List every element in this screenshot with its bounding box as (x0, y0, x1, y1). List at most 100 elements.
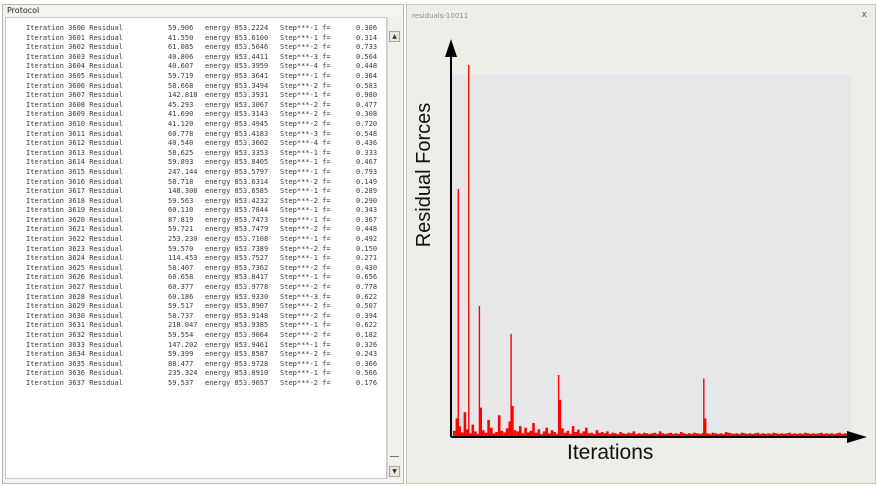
log-cell-step: Step***-4 f= (280, 62, 331, 71)
log-cell-f: 0.507 (356, 302, 378, 311)
log-cell-iter: Iteration 3629 Residual (26, 302, 123, 311)
log-cell-res: 247.144 (168, 167, 198, 176)
series-bar (540, 433, 543, 437)
log-cell-energy: energy 853.9778 (205, 283, 269, 292)
series-bar (487, 419, 490, 437)
series-bar (503, 432, 506, 438)
log-cell-iter: Iteration 3626 Residual (26, 273, 123, 282)
series-bar (460, 432, 464, 438)
series-bar (793, 433, 797, 437)
vertical-scrollbar[interactable]: ▲ ▼ (387, 17, 401, 479)
log-cell-energy: energy 853.7527 (205, 254, 269, 263)
log-cell-step: Step***-2 f= (280, 331, 331, 339)
log-cell-f: 0.778 (356, 283, 378, 292)
series-bar (619, 432, 622, 437)
series-bar (458, 426, 461, 437)
log-cell-step: Step***-3 f= (280, 292, 331, 301)
scroll-up-button[interactable]: ▲ (389, 31, 400, 42)
scroll-split-handle[interactable] (390, 456, 399, 465)
series-bar (513, 430, 517, 437)
series-bar (756, 432, 760, 437)
log-cell-step: Step***-1 f= (280, 167, 331, 176)
series-bar (738, 433, 741, 437)
series-bar (841, 433, 844, 437)
series-bar (693, 432, 696, 437)
log-cell-iter: Iteration 3604 Residual (26, 62, 123, 71)
log-cell-energy: energy 853.5046 (205, 43, 269, 52)
log-cell-res: 58.407 (168, 263, 194, 272)
log-cell-step: Step***-2 f= (280, 378, 331, 387)
series-bar (796, 433, 799, 437)
series-bar (806, 433, 810, 437)
log-cell-res: 58.718 (168, 177, 194, 186)
log-cell-step: Step***-3 f= (280, 52, 331, 61)
log-cell-iter: Iteration 3603 Residual (26, 52, 123, 61)
log-cell-iter: Iteration 3637 Residual (26, 378, 123, 387)
series-bar (526, 432, 530, 438)
plot-window-title: residuals-10011 (412, 12, 469, 20)
series-bar (627, 432, 630, 437)
series-bar (798, 433, 802, 437)
log-cell-f: 0.980 (356, 91, 378, 100)
series-bar (825, 433, 828, 437)
log-cell-energy: energy 853.7362 (205, 263, 269, 272)
log-cell-iter: Iteration 3621 Residual (26, 225, 123, 234)
log-cell-energy: energy 853.9330 (205, 292, 269, 301)
log-cell-iter: Iteration 3617 Residual (26, 187, 123, 196)
series-bar (629, 433, 633, 437)
log-cell-step: Step***-2 f= (280, 311, 331, 320)
series-bar (592, 433, 596, 437)
log-cell-energy: energy 853.7473 (205, 215, 269, 224)
log-cell-iter: Iteration 3610 Residual (26, 119, 123, 128)
log-cell-res: 60.658 (168, 273, 194, 282)
series-bar (558, 399, 562, 437)
log-cell-f: 0.367 (356, 215, 378, 224)
log-cell-step: Step***-1 f= (280, 71, 331, 80)
log-cell-energy: energy 853.6585 (205, 187, 269, 196)
series-bar (648, 433, 651, 437)
log-cell-iter: Iteration 3627 Residual (26, 283, 123, 292)
series-bar (703, 418, 707, 437)
log-cell-energy: energy 853.3931 (205, 91, 269, 100)
series-bar (532, 423, 535, 438)
log-cell-res: 59.906 (168, 24, 194, 32)
log-cell-res: 59.893 (168, 158, 194, 167)
series-bar (495, 432, 498, 437)
log-cell-iter: Iteration 3613 Residual (26, 148, 123, 157)
series-bar (722, 433, 725, 437)
series-bar (685, 433, 688, 437)
log-cell-iter: Iteration 3600 Residual (26, 24, 123, 32)
log-cell-energy: energy 853.6100 (205, 33, 269, 42)
series-bar (519, 426, 522, 437)
series-bar (772, 432, 775, 437)
log-cell-energy: energy 853.9461 (205, 340, 269, 349)
log-cell-step: Step***-2 f= (280, 225, 331, 234)
series-bar (672, 433, 675, 437)
log-cell-step: Step***-1 f= (280, 369, 331, 378)
log-cell-f: 0.720 (356, 119, 378, 128)
log-cell-step: Step***-2 f= (280, 263, 331, 272)
series-bar (476, 433, 480, 437)
series-bar (822, 433, 826, 437)
series-bar (453, 430, 456, 437)
series-bar (516, 431, 519, 437)
log-cell-f: 0.793 (356, 167, 378, 176)
series-bar (529, 430, 533, 437)
log-cell-f: 0.477 (356, 100, 378, 109)
log-cell-step: Step***-1 f= (280, 24, 331, 32)
protocol-log[interactable]: Iteration 3600 Residual 59.906 energy 853.… (5, 17, 387, 479)
log-cell-step: Step***-2 f= (280, 81, 331, 90)
log-cell-step: Step***-2 f= (280, 244, 331, 253)
log-cell-res: 60.186 (168, 292, 194, 301)
log-cell-f: 0.448 (356, 225, 378, 234)
series-bar (812, 433, 815, 437)
scroll-down-button[interactable]: ▼ (389, 466, 400, 477)
series-bar (833, 433, 836, 437)
log-cell-f: 0.314 (356, 33, 378, 42)
plot-area (451, 75, 851, 437)
series-bar (727, 432, 731, 437)
log-cell-f: 0.467 (356, 158, 378, 167)
log-cell-iter: Iteration 3625 Residual (26, 263, 123, 272)
close-icon[interactable]: x (861, 10, 867, 20)
residual-chart (445, 39, 867, 443)
